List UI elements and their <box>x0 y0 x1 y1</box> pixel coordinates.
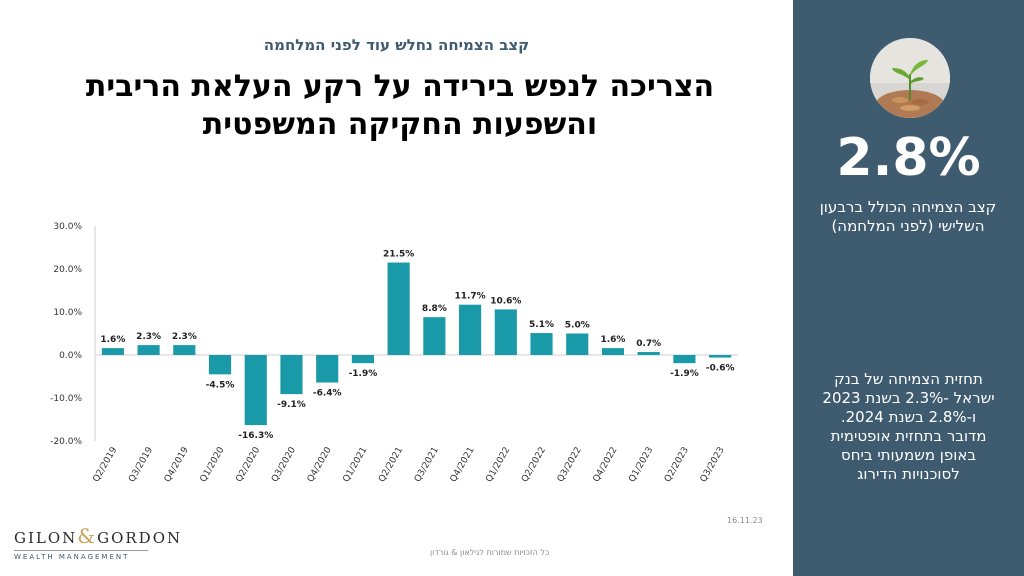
growth-bar-chart: 30.0% 20.0% 10.0% 0.0% -10.0% -20.0% 1.6% Q2/20… <box>50 222 738 485</box>
data-label: 21.5% <box>383 250 414 260</box>
title-line-2: והשפעות החקיקה המשפטית <box>202 107 598 142</box>
y-tick-label: 10.0% <box>53 308 82 318</box>
logo-divider <box>14 550 148 551</box>
logo-ampersand: & <box>77 524 98 548</box>
data-label: -16.3% <box>238 431 273 441</box>
bar-Q3/2022 <box>566 333 589 355</box>
page-subtitle: קצב הצמיחה נחלש עוד לפני המלחמה <box>263 36 530 54</box>
forecast-line: ו-2.8% בשנת 2024. <box>840 408 977 426</box>
x-tick-label: Q2/2021 <box>377 446 405 485</box>
main-area: קצב הצמיחה נחלש עוד לפני המלחמה הצריכה ל… <box>14 36 780 561</box>
bar-Q4/2021 <box>459 304 482 355</box>
data-label: 1.6% <box>100 335 125 345</box>
bar-Q2/2019 <box>101 348 124 355</box>
y-tick-label: 20.0% <box>53 265 82 275</box>
data-label: -6.4% <box>313 389 342 399</box>
forecast-line: ישראל -2.3% בשנת 2023 <box>822 389 995 407</box>
data-label: 10.6% <box>490 296 521 306</box>
y-tick-label: 0.0% <box>59 351 82 361</box>
bar-Q4/2022 <box>601 348 625 355</box>
x-tick-label: Q3/2023 <box>699 446 727 485</box>
bar-Q3/2020 <box>280 355 303 395</box>
page-title: הצריכה לנפש בירידה על רקע העלאת הריבית ו… <box>20 68 780 144</box>
bar-Q2/2020 <box>244 355 267 426</box>
growth-rate-value: 2.8% <box>836 128 981 188</box>
bar-Q3/2023 <box>709 355 732 358</box>
data-label: 1.6% <box>600 335 625 345</box>
bar-Q2/2021 <box>387 262 410 355</box>
x-tick-label: Q1/2022 <box>484 446 512 485</box>
data-label: 5.0% <box>565 321 590 331</box>
x-tick-label: Q3/2019 <box>127 445 155 484</box>
data-label: -4.5% <box>206 380 235 390</box>
data-label: -0.6% <box>706 364 735 374</box>
data-label: 0.7% <box>636 339 661 349</box>
x-tick-label: Q4/2021 <box>449 446 477 485</box>
plant-coins-image <box>870 38 950 118</box>
slide-date: 16.11.23 <box>727 516 763 525</box>
title-line-1: הצריכה לנפש בירידה על רקע העלאת הריבית <box>85 69 715 104</box>
x-tick-label: Q3/2020 <box>270 445 298 484</box>
forecast-line: באופן משמעותי ביחס <box>840 446 977 464</box>
data-label: 2.3% <box>136 332 161 342</box>
data-label: -9.1% <box>277 400 306 410</box>
bar-Q3/2021 <box>423 317 446 355</box>
forecast-line: תחזית הצמיחה של בנק <box>834 370 983 388</box>
company-logo: GILON&GORDON WEALTH MANAGEMENT <box>14 524 180 561</box>
x-tick-label: Q2/2019 <box>91 445 119 484</box>
logo-word-right: GORDON <box>97 529 183 547</box>
data-label: 5.1% <box>529 320 554 330</box>
bar-Q1/2023 <box>637 351 660 355</box>
plant-icon <box>870 38 950 118</box>
logo-word-left: GILON <box>14 529 78 547</box>
y-tick-label: -10.0% <box>50 394 82 404</box>
x-tick-label: Q2/2023 <box>663 446 691 485</box>
data-label: -1.9% <box>349 369 378 379</box>
bar-Q2/2022 <box>530 333 553 355</box>
x-tick-label: Q2/2022 <box>520 446 548 485</box>
bar-Q4/2020 <box>316 355 339 383</box>
x-tick-label: Q1/2020 <box>199 445 227 484</box>
data-label: 11.7% <box>454 292 485 302</box>
y-tick-label: 30.0% <box>53 222 82 232</box>
bar-Q1/2020 <box>208 355 232 375</box>
x-tick-label: Q4/2019 <box>163 445 191 484</box>
y-tick-label: -20.0% <box>50 437 82 447</box>
x-tick-label: Q1/2021 <box>341 446 369 485</box>
growth-rate-caption: קצב הצמיחה הכולל ברבעון השלישי (לפני המל… <box>819 198 997 235</box>
bar-Q1/2022 <box>494 309 517 355</box>
x-tick-label: Q4/2020 <box>306 445 334 484</box>
x-tick-label: Q4/2022 <box>592 446 620 485</box>
x-tick-label: Q3/2022 <box>556 446 584 485</box>
data-label: 2.3% <box>172 332 197 342</box>
data-label: -1.9% <box>670 369 699 379</box>
bar-Q1/2021 <box>351 355 374 364</box>
copyright-text: כל הזכויות שמורות לגילאון & גורדון <box>430 548 550 557</box>
bar-Q3/2019 <box>137 345 160 355</box>
bar-Q2/2023 <box>673 355 696 364</box>
data-label: 8.8% <box>422 304 447 314</box>
x-tick-label: Q1/2023 <box>627 446 655 485</box>
logo-tagline: WEALTH MANAGEMENT <box>14 553 130 561</box>
forecast-line: מדובר בתחזית אופטימית <box>830 427 987 445</box>
bar-Q4/2019 <box>173 345 196 355</box>
forecast-text: תחזית הצמיחה של בנק ישראל -2.3% בשנת 202… <box>806 370 1011 484</box>
forecast-line: לסוכנויות הדירוג <box>857 465 960 483</box>
x-tick-label: Q3/2021 <box>413 446 441 485</box>
x-tick-label: Q2/2020 <box>234 445 262 484</box>
